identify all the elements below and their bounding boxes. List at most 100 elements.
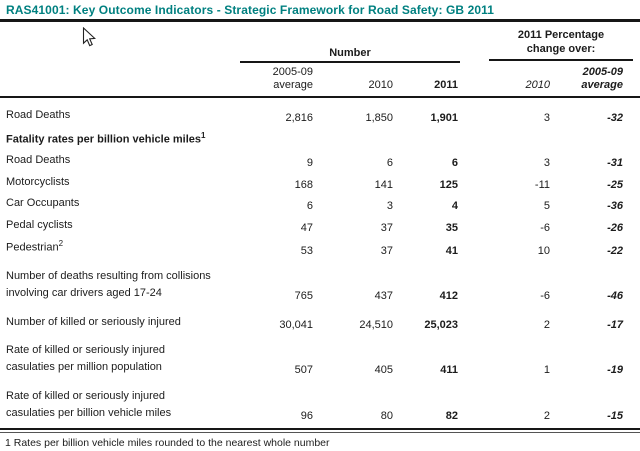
- group-header-pct-cell: 2011 Percentage change over:: [460, 28, 640, 62]
- cell-value: 82: [445, 409, 459, 422]
- cell-value: -26: [607, 222, 624, 235]
- cell-value: 80: [380, 409, 393, 422]
- cell-value: -19: [607, 364, 624, 377]
- table-row: Pedestrian2 53 37 41 10 -22: [0, 236, 640, 258]
- group-header-spacer: [0, 28, 240, 62]
- cell-value: 25,023: [424, 318, 459, 331]
- table-row: Motorcyclists 168 141 125 -11 -25: [0, 170, 640, 193]
- cell-value: -17: [607, 318, 624, 331]
- cell-value: 37: [380, 222, 393, 235]
- row-label: Fatality rates per billion vehicle miles…: [6, 130, 206, 146]
- row-end-spacer: [625, 378, 640, 424]
- cell-value: 35: [445, 222, 459, 235]
- cell-value: 41: [445, 244, 459, 257]
- row-label: Motorcyclists: [6, 176, 70, 189]
- column-header-2010: 2010: [368, 79, 393, 92]
- row-end-spacer: [625, 213, 640, 236]
- cell-value: -6: [540, 222, 551, 235]
- cell-value: 412: [439, 290, 459, 303]
- cell-value: -22: [607, 244, 624, 257]
- row-end-spacer: [625, 97, 640, 126]
- row-label: Number of deaths resulting from collisio…: [6, 270, 211, 300]
- cell-value: 53: [300, 244, 313, 257]
- group-header-pct-line1: 2011 Percentage: [517, 29, 605, 41]
- cell-value: 168: [294, 179, 313, 192]
- cell-value: -31: [607, 156, 624, 169]
- cell-value: 2: [543, 318, 551, 331]
- page-title: RAS41001: Key Outcome Indicators - Strat…: [6, 3, 495, 17]
- table-row: Road Deaths 2,816 1,850 1,901 3 -32: [0, 97, 640, 126]
- cell-value: 47: [300, 222, 313, 235]
- row-end-spacer: [625, 150, 640, 171]
- title-divider: [0, 19, 640, 22]
- row-label: Road Deaths: [6, 153, 71, 166]
- row-end-spacer: [625, 126, 640, 150]
- row-end-spacer: [625, 258, 640, 304]
- row-label: Rate of killed or seriously injured casul…: [6, 389, 172, 419]
- table-row: Number of killed or seriously injured 30,…: [0, 304, 640, 333]
- row-end-spacer: [625, 332, 640, 378]
- group-header-row: Number 2011 Percentage change over:: [0, 28, 640, 63]
- cell-value: 1: [543, 364, 551, 377]
- column-header-pct-2010: 2010: [525, 79, 551, 92]
- cell-value: [240, 126, 315, 150]
- cell-value: 507: [294, 364, 313, 377]
- row-label: Road Deaths: [6, 109, 71, 121]
- cell-value: 1,901: [430, 112, 459, 125]
- cell-value: 3: [386, 199, 393, 212]
- cell-value: -25: [607, 179, 624, 192]
- group-header-pct-line2: change over:: [526, 42, 596, 55]
- cell-value: 1,850: [365, 112, 393, 125]
- cell-value: 2: [543, 409, 551, 422]
- cell-value: 6: [451, 156, 459, 169]
- cell-value: [395, 126, 460, 150]
- row-label: Number of killed or seriously injured: [6, 315, 181, 328]
- cell-value: 3: [543, 156, 551, 169]
- cell-value: 3: [543, 112, 551, 125]
- cell-value: 437: [374, 290, 393, 303]
- cell-value: 141: [374, 179, 393, 192]
- row-end-spacer: [625, 236, 640, 258]
- cell-value: [552, 126, 625, 150]
- table-row: Rate of killed or seriously injured casul…: [0, 332, 640, 378]
- cell-value: 10: [537, 244, 551, 257]
- table-row: Car Occupants 6 3 4 5 -36: [0, 193, 640, 214]
- cell-value: 4: [451, 199, 459, 212]
- row-label: Rate of killed or seriously injured casul…: [6, 344, 165, 374]
- cell-value: 96: [300, 409, 313, 422]
- table-bottom-rule-thin: [0, 432, 640, 434]
- table-row: Rate of killed or seriously injured casul…: [0, 378, 640, 424]
- row-end-spacer: [625, 304, 640, 333]
- footnote-1: 1 Rates per billion vehicle miles rounde…: [5, 437, 330, 450]
- column-header-end-spacer: [625, 62, 640, 98]
- row-label: Pedal cyclists: [6, 219, 73, 232]
- cell-value: 24,510: [359, 318, 393, 331]
- table-body: Road Deaths 2,816 1,850 1,901 3 -32 Fatality r…: [0, 97, 640, 423]
- key-outcome-indicators-table: Number 2011 Percentage change over: 2005…: [0, 28, 640, 423]
- cell-value: 6: [386, 156, 393, 169]
- table-row: Fatality rates per billion vehicle miles…: [0, 126, 640, 150]
- row-end-spacer: [625, 170, 640, 193]
- row-label: Car Occupants: [6, 196, 80, 209]
- column-header-2011: 2011: [434, 79, 459, 92]
- table-row: Pedal cyclists 47 37 35 -6 -26: [0, 213, 640, 236]
- table-row: Road Deaths 9 6 6 3 -31: [0, 150, 640, 171]
- cell-value: 411: [440, 364, 459, 377]
- cell-value: 2,816: [285, 112, 313, 125]
- group-header-number: Number: [240, 28, 461, 63]
- row-label: Pedestrian2: [6, 238, 64, 254]
- footnotes: 1 Rates per billion vehicle miles rounde…: [0, 433, 640, 451]
- cell-value: 6: [306, 199, 313, 212]
- column-header-spacer: [0, 62, 240, 98]
- cell-value: [315, 126, 395, 150]
- column-header-row: 2005-09 average 2010 2011 2010 2005-09 a…: [0, 62, 640, 98]
- cell-value: -46: [607, 290, 624, 303]
- mouse-cursor-icon: [82, 27, 96, 47]
- cell-value: 5: [543, 199, 551, 212]
- column-header-pct-2005-09-average: 2005-09 average: [581, 65, 624, 92]
- cell-value: -11: [534, 179, 551, 192]
- cell-value: 125: [439, 179, 459, 192]
- footnote-marker: 2: [58, 238, 64, 248]
- cell-value: 9: [306, 156, 313, 169]
